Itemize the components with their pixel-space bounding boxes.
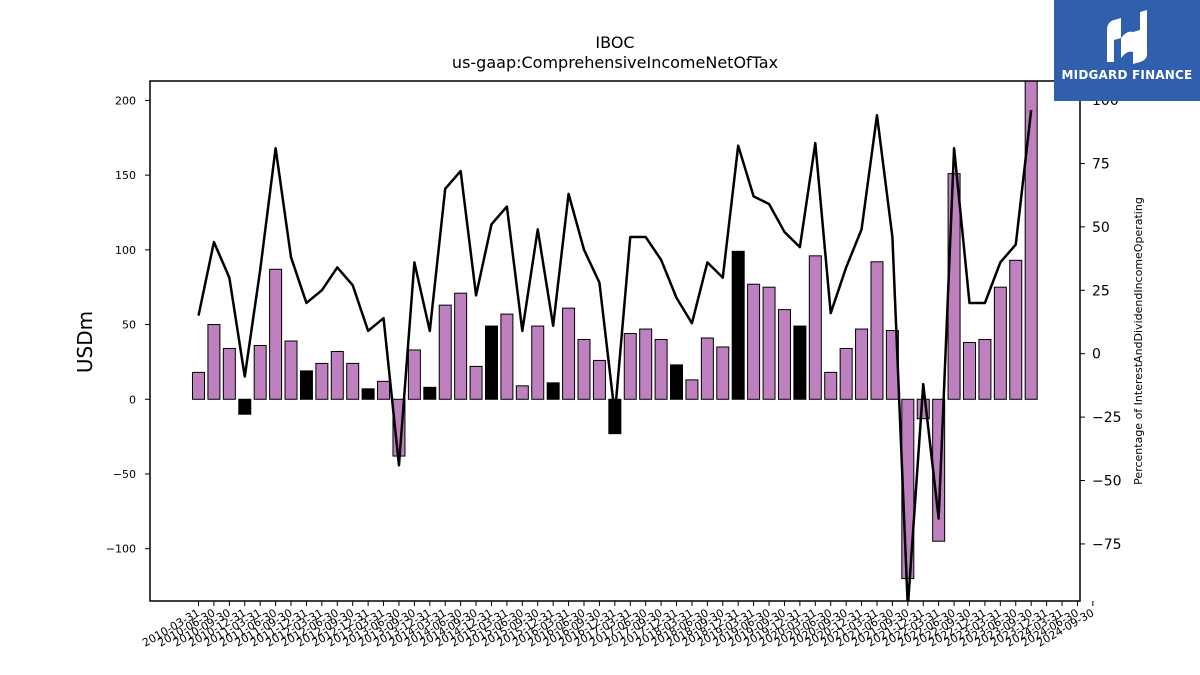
bar bbox=[346, 362, 360, 400]
bar bbox=[361, 388, 375, 400]
bar bbox=[639, 328, 653, 400]
bar bbox=[222, 347, 236, 400]
y-tick-label: 200 bbox=[115, 94, 136, 107]
bar bbox=[546, 382, 560, 400]
series-line bbox=[197, 110, 1033, 601]
y2-tick-label: −25 bbox=[1092, 410, 1122, 426]
bar bbox=[592, 359, 606, 400]
bar bbox=[315, 362, 329, 400]
bar bbox=[484, 325, 498, 400]
bar bbox=[947, 173, 961, 400]
bar bbox=[777, 309, 791, 400]
y2-tick-label: −75 bbox=[1092, 537, 1122, 553]
bar bbox=[839, 347, 853, 400]
bar bbox=[993, 286, 1007, 400]
bar bbox=[269, 268, 283, 400]
bar bbox=[423, 386, 437, 400]
bar bbox=[253, 344, 267, 400]
bar bbox=[978, 339, 992, 400]
bar bbox=[762, 286, 776, 400]
bar bbox=[284, 340, 298, 400]
line-layer bbox=[197, 110, 1033, 601]
bar bbox=[515, 385, 529, 400]
bar bbox=[716, 346, 730, 400]
bar bbox=[855, 328, 869, 400]
bar bbox=[299, 370, 313, 400]
y-tick-label: 100 bbox=[115, 244, 136, 257]
y-tick-label: 150 bbox=[115, 169, 136, 182]
bars-layer bbox=[192, 81, 1038, 580]
logo: MIDGARD FINANCE bbox=[1054, 0, 1200, 101]
bar bbox=[700, 337, 714, 400]
y-tick-label: −100 bbox=[106, 543, 136, 556]
y-tick-label: −50 bbox=[113, 468, 136, 481]
bar bbox=[623, 333, 637, 400]
bar bbox=[562, 307, 576, 400]
bar bbox=[870, 261, 884, 400]
y2-axis-label: Percentage of InterestAndDividendIncomeO… bbox=[1132, 197, 1145, 485]
y2-tick-label: 0 bbox=[1092, 347, 1101, 363]
bar bbox=[670, 364, 684, 400]
bar bbox=[747, 283, 761, 400]
bar bbox=[654, 339, 668, 400]
bar bbox=[608, 398, 622, 435]
y2-tick-label: −50 bbox=[1092, 474, 1122, 490]
bar bbox=[577, 339, 591, 400]
bar bbox=[963, 341, 976, 400]
bar bbox=[500, 313, 514, 400]
bar bbox=[1009, 259, 1023, 400]
logo-text: MIDGARD FINANCE bbox=[1061, 68, 1193, 82]
axes-layer: 200150100500−50−1001007550250−25−50−7520… bbox=[106, 80, 1122, 650]
bar bbox=[438, 304, 452, 400]
y-tick-label: 50 bbox=[122, 319, 136, 332]
bar bbox=[407, 349, 421, 400]
bar bbox=[731, 250, 745, 400]
bar bbox=[377, 380, 391, 400]
y-tick-label: 0 bbox=[129, 393, 136, 406]
bar bbox=[330, 350, 344, 400]
bar bbox=[1024, 81, 1038, 400]
bar bbox=[238, 398, 252, 415]
bar bbox=[454, 292, 468, 400]
y2-tick-label: 75 bbox=[1092, 156, 1110, 172]
chart-subtitle: us-gaap:ComprehensiveIncomeNetOfTax bbox=[452, 53, 778, 72]
bar bbox=[192, 371, 205, 400]
y-axis-label: USDm bbox=[73, 311, 97, 373]
bar bbox=[469, 365, 483, 400]
chart-title: IBOC bbox=[595, 33, 634, 52]
bar bbox=[207, 324, 221, 400]
bar bbox=[531, 325, 545, 400]
y2-tick-label: 25 bbox=[1092, 283, 1110, 299]
y2-tick-label: 50 bbox=[1092, 220, 1110, 236]
midgard-logo-icon bbox=[1107, 10, 1147, 64]
bar bbox=[793, 325, 807, 400]
bar bbox=[685, 379, 699, 400]
bar bbox=[824, 371, 838, 400]
bar bbox=[808, 255, 822, 400]
